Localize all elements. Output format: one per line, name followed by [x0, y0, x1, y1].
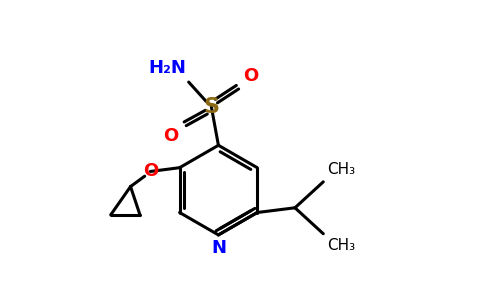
Text: O: O [163, 127, 178, 145]
Text: CH₃: CH₃ [327, 238, 355, 253]
Text: S: S [203, 97, 219, 117]
Text: O: O [243, 67, 258, 85]
Text: O: O [143, 163, 158, 181]
Text: H₂N: H₂N [149, 59, 186, 77]
Text: CH₃: CH₃ [327, 162, 355, 177]
Text: N: N [211, 239, 226, 257]
